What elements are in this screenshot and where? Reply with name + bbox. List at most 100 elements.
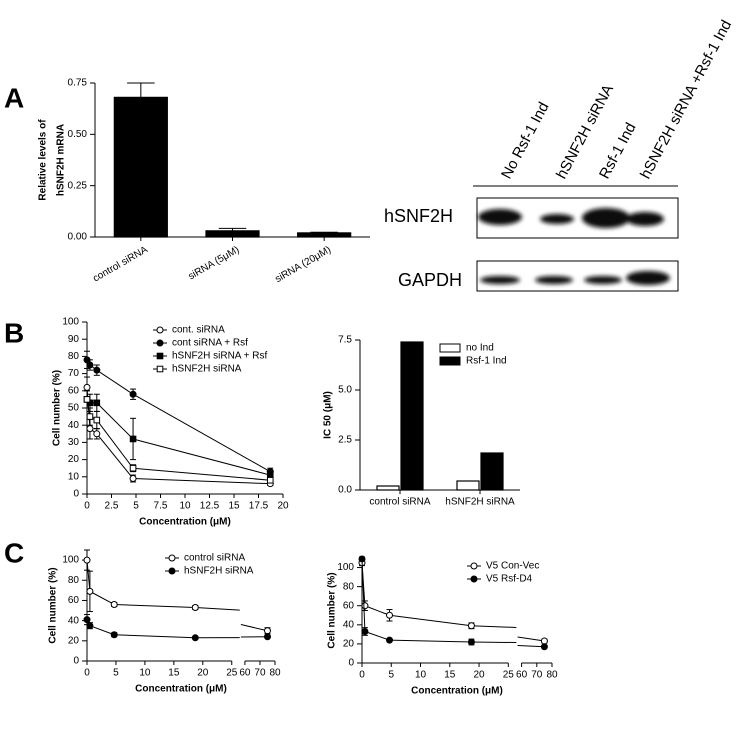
legend-swatch [439, 343, 461, 353]
y-axis-label: Cell number (%) [48, 567, 59, 643]
y-tick-label: 20 [68, 635, 80, 646]
legend-label: hSNF2H siRNA [172, 364, 242, 375]
legend-label: hSNF2H siRNA [184, 566, 254, 577]
y-tick-label: 0.0 [338, 485, 352, 496]
marker [93, 366, 101, 374]
marker [86, 587, 94, 595]
panel-label: C [4, 537, 24, 568]
legend-marker [168, 567, 176, 575]
series-line [96, 369, 134, 395]
panel-label: B [4, 317, 24, 348]
y-axis-label: Cell number (%) [52, 370, 63, 446]
y-tick-label: 10 [68, 471, 80, 482]
x-tick-label: hSNF2H siRNA [445, 497, 515, 508]
bands [478, 208, 670, 285]
y-tick-label: 0.50 [68, 129, 88, 140]
series-line [517, 636, 545, 642]
y-tick-label: 5.0 [338, 385, 352, 396]
bar [480, 452, 504, 491]
y-tick-label: 100 [62, 555, 79, 566]
x-tick-label: 20 [197, 668, 209, 679]
legend-marker [156, 352, 164, 360]
y-axis-label: hSNF2H mRNA [56, 124, 67, 196]
x-tick-label: 17.5 [249, 501, 269, 512]
y-tick-label: 7.5 [338, 335, 352, 346]
marker [86, 622, 94, 630]
series-line [114, 634, 196, 639]
x-tick-label: 10 [179, 501, 191, 512]
x-tick-label: 0 [84, 501, 90, 512]
marker [110, 600, 118, 608]
marker [467, 638, 475, 646]
row-label: GAPDH [398, 270, 462, 290]
series-line [240, 624, 268, 632]
x-tick-label: 5 [388, 670, 394, 681]
bar [456, 480, 480, 491]
x-tick-label: 20 [277, 501, 289, 512]
y-tick-label: 0.00 [68, 232, 88, 243]
marker [540, 643, 548, 651]
marker [110, 631, 118, 639]
series-line [471, 625, 517, 628]
legend-label: control siRNA [184, 553, 245, 564]
series-line [361, 558, 366, 632]
x-tick-label: 10 [415, 670, 427, 681]
band [584, 276, 622, 284]
x-tick-label: 5 [113, 668, 119, 679]
x-tick-label: 80 [269, 668, 281, 679]
x-tick-label: 10 [139, 668, 151, 679]
y-tick-label: 80 [68, 351, 80, 362]
series-line [114, 603, 196, 609]
band [535, 276, 573, 284]
marker [129, 435, 137, 443]
y-axis-label: Cell number (%) [327, 572, 338, 648]
marker [540, 637, 548, 645]
x-tick-label: 2.5 [105, 501, 119, 512]
series-line [132, 393, 271, 473]
y-tick-label: 2.5 [338, 435, 352, 446]
y-tick-label: 40 [68, 615, 80, 626]
marker [93, 416, 101, 424]
marker [86, 425, 94, 433]
bar [205, 230, 260, 238]
series-line [133, 467, 271, 481]
legend-label: V5 Rsf-D4 [486, 574, 533, 585]
x-tick-label: 15 [228, 501, 240, 512]
series-line [89, 590, 115, 605]
legend-marker [156, 365, 164, 373]
y-tick-label: 0 [348, 658, 354, 669]
bar [400, 341, 424, 491]
series-line [471, 641, 517, 644]
legend-label: hSNF2H siRNA + Rsf [172, 351, 268, 362]
legend-label: cont siRNA + Rsf [172, 338, 248, 349]
legend-label: Rsf-1 Ind [466, 356, 507, 367]
y-axis-label: Relative levels of [38, 119, 49, 201]
band [480, 276, 520, 284]
y-tick-label: 30 [68, 437, 80, 448]
marker [86, 361, 94, 369]
y-tick-label: 20 [343, 639, 355, 650]
y-tick-label: 60 [343, 600, 355, 611]
marker [93, 399, 101, 407]
x-tick-label: 0 [359, 670, 365, 681]
marker [467, 622, 475, 630]
y-tick-label: 60 [68, 595, 80, 606]
marker [386, 636, 394, 644]
y-tick-label: 0 [73, 489, 79, 500]
y-tick-label: 0.25 [68, 180, 88, 191]
band [582, 208, 630, 228]
legend-label: no Ind [466, 343, 494, 354]
marker [129, 464, 137, 472]
y-tick-label: 90 [68, 334, 80, 345]
legend-marker [156, 326, 164, 334]
x-tick-label: 80 [546, 670, 558, 681]
x-tick-label: 70 [531, 670, 543, 681]
series-line [389, 639, 472, 643]
y-tick-label: 70 [68, 368, 80, 379]
series-line [96, 419, 134, 469]
marker [83, 396, 91, 403]
marker [263, 633, 271, 641]
x-tick-label: 60 [239, 668, 251, 679]
